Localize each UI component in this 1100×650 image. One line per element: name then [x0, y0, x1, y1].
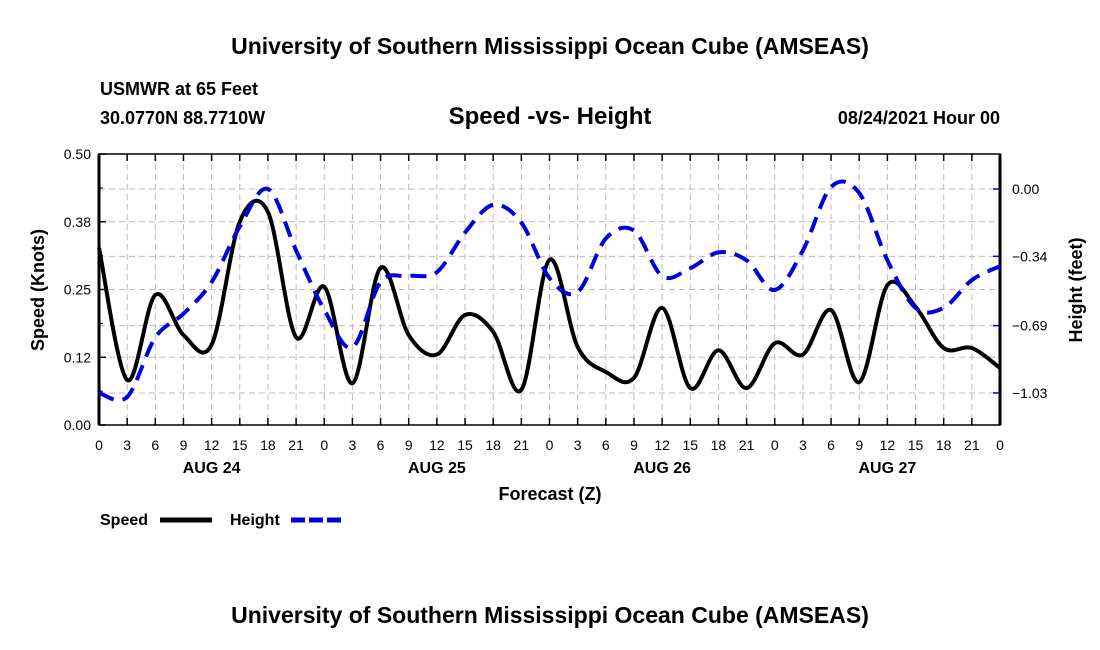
x-tick-label: 9: [630, 437, 638, 453]
y2-tick-label: 0.00: [1012, 181, 1039, 197]
x-axis-label: Forecast (Z): [498, 484, 601, 504]
x-tick-label: 21: [288, 437, 304, 453]
x-tick-label: 6: [602, 437, 610, 453]
x-tick-label: 21: [514, 437, 530, 453]
x-tick-label: 3: [123, 437, 131, 453]
x-tick-label: 21: [964, 437, 980, 453]
x-tick-label: 12: [880, 437, 896, 453]
y2-tick-label: −1.03: [1012, 385, 1048, 401]
x-tick-label: 15: [457, 437, 473, 453]
station-label: USMWR at 65 Feet: [100, 79, 258, 99]
x-tick-label: 9: [405, 437, 413, 453]
legend-label-height: Height: [230, 512, 280, 529]
series-lines: [97, 179, 1002, 403]
day-label: AUG 24: [183, 460, 241, 477]
x-tick-label: 18: [936, 437, 952, 453]
y2-axis-label: Height (feet): [1066, 238, 1086, 343]
y-tick-label: 0.00: [64, 417, 91, 433]
x-tick-label: 12: [429, 437, 445, 453]
legend-label-speed: Speed: [100, 512, 148, 529]
x-tick-label: 0: [771, 437, 779, 453]
x-tick-label: 18: [711, 437, 727, 453]
x-tick-label: 6: [151, 437, 159, 453]
footer-title: University of Southern Mississippi Ocean…: [231, 602, 869, 628]
x-tick-label: 3: [349, 437, 357, 453]
series-line-height: [98, 179, 1001, 403]
x-tick-label: 9: [180, 437, 188, 453]
y-tick-label: 0.25: [64, 282, 91, 298]
day-label: AUG 25: [408, 460, 466, 477]
x-tick-label: 0: [320, 437, 328, 453]
axes: 0.00 0.12 0.25 0.38 0.50 0.00 −0.34 −0.69 −1.03 0…: [64, 146, 1048, 477]
x-tick-label: 6: [377, 437, 385, 453]
chart-subtitle: Speed -vs- Height: [449, 103, 652, 130]
x-tick-label: 21: [739, 437, 755, 453]
y2-tick-label: −0.69: [1012, 318, 1048, 334]
date-label: 08/24/2021 Hour 00: [838, 108, 1000, 128]
x-tick-label: 6: [827, 437, 835, 453]
legend: Speed Height: [100, 512, 343, 529]
x-tick-label: 0: [546, 437, 554, 453]
y2-tick-label: −0.34: [1012, 248, 1048, 264]
day-label: AUG 26: [633, 460, 691, 477]
x-tick-label: 9: [855, 437, 863, 453]
x-tick-label: 12: [204, 437, 220, 453]
x-tick-label: 3: [799, 437, 807, 453]
x-tick-label: 0: [95, 437, 103, 453]
y-tick-label: 0.50: [64, 146, 91, 162]
x-tick-label: 18: [260, 437, 276, 453]
y-axis-label: Speed (Knots): [28, 229, 48, 351]
x-tick-label: 3: [574, 437, 582, 453]
day-label: AUG 27: [858, 460, 916, 477]
x-tick-label: 0: [996, 437, 1004, 453]
y-tick-label: 0.38: [64, 214, 91, 230]
x-tick-label: 12: [654, 437, 670, 453]
location-label: 30.0770N 88.7710W: [100, 108, 265, 128]
y-tick-label: 0.12: [64, 349, 91, 365]
x-tick-label: 15: [232, 437, 248, 453]
series-line-speed: [97, 198, 1002, 394]
x-tick-label: 18: [485, 437, 501, 453]
x-tick-label: 15: [908, 437, 924, 453]
chart-title: University of Southern Mississippi Ocean…: [231, 33, 869, 59]
x-tick-label: 15: [682, 437, 698, 453]
grid: [99, 154, 1000, 425]
